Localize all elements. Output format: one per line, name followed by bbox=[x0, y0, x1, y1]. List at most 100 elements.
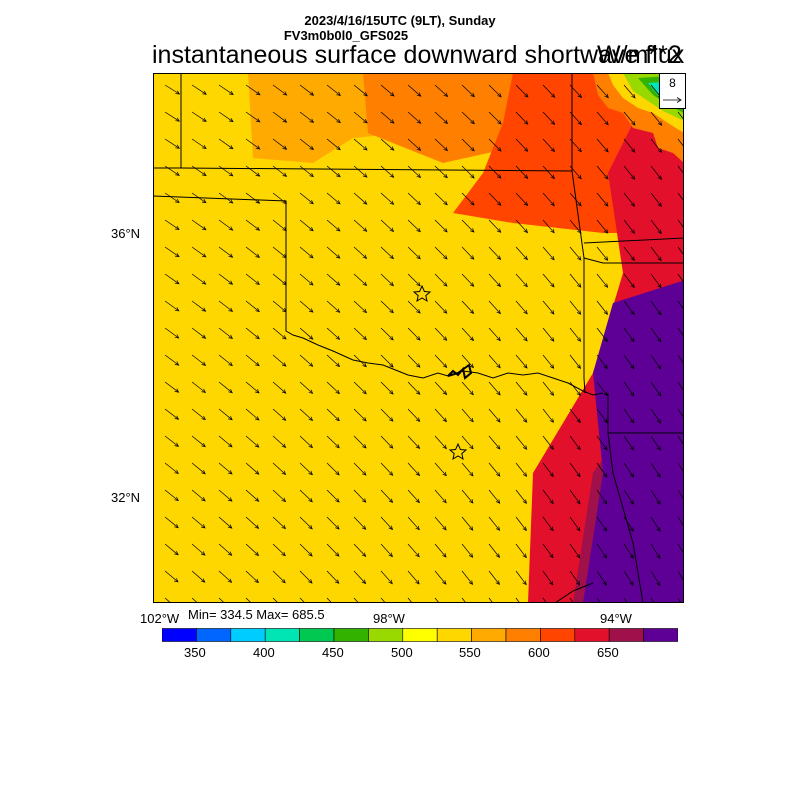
wind-vector bbox=[569, 273, 582, 288]
wind-vector-head bbox=[442, 417, 448, 423]
wind-vector bbox=[299, 408, 313, 421]
wind-vector-head bbox=[522, 580, 527, 586]
wind-vector-head bbox=[629, 473, 635, 478]
wind-vector bbox=[677, 462, 684, 474]
wind-vector-head bbox=[335, 281, 341, 286]
wind-vector-head bbox=[201, 524, 206, 529]
wind-vector bbox=[434, 327, 447, 341]
wind-vector bbox=[515, 381, 528, 396]
wind-vector bbox=[380, 489, 393, 503]
wind-vector bbox=[299, 84, 314, 96]
wind-vector bbox=[407, 219, 421, 232]
wind-vector bbox=[380, 84, 395, 97]
wind-vector-head bbox=[442, 580, 447, 585]
wind-vector bbox=[461, 543, 473, 558]
wind-vector bbox=[569, 300, 581, 315]
wind-vector bbox=[326, 462, 340, 476]
wind-vector bbox=[569, 462, 581, 477]
wind-vector-head bbox=[309, 145, 315, 151]
colorbar-label: 350 bbox=[184, 645, 206, 660]
wind-vector bbox=[218, 462, 233, 475]
wind-vector bbox=[623, 273, 635, 288]
wind-vector bbox=[380, 516, 393, 530]
wind-vector bbox=[515, 489, 527, 504]
wind-vector bbox=[191, 273, 206, 285]
wind-vector bbox=[542, 489, 554, 504]
state-borders bbox=[153, 73, 684, 603]
wind-vector-head bbox=[201, 199, 207, 204]
wind-vector-head bbox=[603, 527, 608, 532]
wind-vector bbox=[434, 111, 448, 124]
wind-vector-head bbox=[308, 308, 314, 313]
wind-vector-head bbox=[496, 174, 502, 179]
wind-vector bbox=[461, 381, 474, 395]
wind-vector bbox=[407, 192, 421, 205]
wind-vector bbox=[461, 516, 474, 531]
wind-vector-head bbox=[335, 308, 341, 313]
wind-vector-head bbox=[228, 280, 234, 285]
wind-vector-head bbox=[228, 145, 234, 150]
wind-vector bbox=[623, 354, 635, 369]
wind-vector-head bbox=[496, 336, 501, 342]
wind-vector bbox=[461, 84, 475, 97]
wind-vector bbox=[407, 111, 421, 124]
wind-vector bbox=[326, 570, 340, 584]
wind-vector bbox=[569, 570, 580, 586]
wind-vector-head bbox=[576, 553, 581, 559]
wind-vector bbox=[272, 165, 287, 177]
wind-vector bbox=[623, 192, 635, 207]
wind-vector bbox=[326, 138, 341, 150]
plot-title: instantaneous surface downward shortwave… bbox=[152, 41, 685, 69]
wind-vector bbox=[650, 516, 661, 532]
wind-vector bbox=[569, 111, 582, 125]
wind-vector bbox=[461, 489, 474, 504]
wind-vector bbox=[380, 597, 386, 603]
wind-vector-head bbox=[415, 417, 421, 422]
wind-vector-head bbox=[416, 173, 422, 179]
wind-vector-head bbox=[415, 552, 420, 558]
wind-vector-head bbox=[389, 119, 395, 124]
wind-vector bbox=[191, 435, 206, 447]
wind-vector bbox=[461, 435, 474, 450]
wind-vector bbox=[326, 84, 341, 96]
wind-vector bbox=[461, 219, 475, 233]
wind-vector-head bbox=[228, 199, 234, 204]
wind-vector-head bbox=[362, 362, 367, 368]
wind-vector-head bbox=[549, 364, 555, 369]
wind-vector-head bbox=[576, 526, 581, 532]
wind-vector-head bbox=[254, 497, 260, 502]
wind-vector-head bbox=[308, 579, 313, 584]
wind-vector bbox=[569, 516, 581, 532]
wind-vector-head bbox=[254, 551, 260, 557]
wind-vector-head bbox=[254, 524, 260, 529]
wind-vector-head bbox=[201, 415, 206, 421]
wind-vector bbox=[434, 462, 447, 476]
wind-vector-head bbox=[550, 255, 555, 261]
wind-vector-head bbox=[174, 280, 180, 285]
wind-vector-head bbox=[363, 119, 368, 124]
wind-vector-head bbox=[497, 92, 502, 98]
wind-vector bbox=[434, 246, 448, 260]
wind-vector bbox=[272, 408, 286, 421]
wind-vector-head bbox=[496, 282, 502, 288]
min-max-label: Min= 334.5 Max= 685.5 bbox=[188, 607, 325, 622]
wind-vector bbox=[272, 543, 286, 556]
wind-vector-head bbox=[603, 256, 609, 261]
colorbar-label: 400 bbox=[253, 645, 275, 660]
wind-vector-head bbox=[496, 228, 502, 233]
wind-vector-head bbox=[334, 552, 340, 557]
wind-vector-head bbox=[603, 283, 609, 288]
wind-vector-head bbox=[656, 446, 661, 451]
wind-vector bbox=[488, 300, 501, 314]
wind-vector bbox=[299, 300, 314, 313]
wind-vector-head bbox=[523, 255, 528, 261]
wind-vector bbox=[272, 570, 286, 584]
wind-vector-head bbox=[388, 498, 394, 503]
colorbar-swatch bbox=[368, 628, 404, 642]
wind-vector bbox=[650, 354, 662, 370]
wind-vector bbox=[245, 327, 260, 339]
wind-vector-head bbox=[631, 94, 636, 99]
wind-vector-head bbox=[388, 579, 393, 585]
wind-vector bbox=[488, 489, 500, 504]
wind-vector bbox=[164, 489, 179, 501]
